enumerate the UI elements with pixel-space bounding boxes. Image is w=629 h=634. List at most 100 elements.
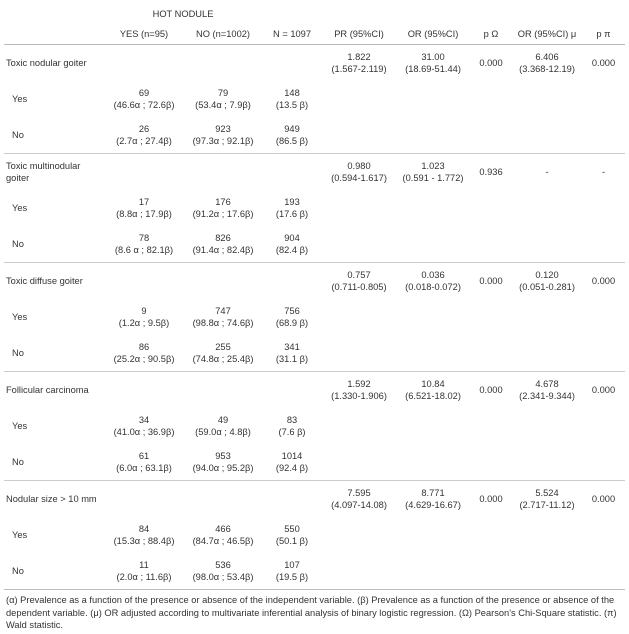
cell-line: 7.595 <box>347 488 371 498</box>
cell-line: (1.2α ; 9.5β) <box>118 318 170 328</box>
cell-line: 79 <box>217 88 229 98</box>
blank <box>582 81 625 117</box>
cell-line: 0.036 <box>421 270 445 280</box>
count-cell: 953 (94.0α ; 95.2β) <box>184 444 262 481</box>
cell-line: 1.592 <box>347 379 371 389</box>
blank <box>184 262 263 299</box>
blank <box>322 408 396 444</box>
sub-row: Yes 34 (41.0α ; 36.9β) 49 (59.0α ; 4.8β) 83 (7… <box>4 408 625 444</box>
cell-line: 6.406 <box>535 52 559 62</box>
cell-line: (82.4 β) <box>275 245 309 255</box>
cell-line: 949 <box>284 124 300 134</box>
sub-row: Yes 69 (46.6α ; 72.6β) 79 (53.4α ; 7.9β) 148 (… <box>4 81 625 117</box>
group-label: Follicular carcinoma <box>4 371 104 408</box>
sub-row: Yes 9 (1.2α ; 9.5β) 747 (98.8α ; 74.6β) 756 (6… <box>4 299 625 335</box>
column-header: p Ω <box>470 24 513 45</box>
p-wald-cell: 0.000 <box>582 262 626 299</box>
cell-line: 923 <box>215 124 231 134</box>
footnote: (α) Prevalence as a function of the pres… <box>6 595 617 630</box>
cell-line: (2.341-9.344) <box>519 391 575 401</box>
blank <box>396 299 470 335</box>
pr-cell: 1.822 (1.567-2.119) <box>322 44 397 81</box>
cell-line: 83 <box>286 415 298 425</box>
column-header: NO (n=1002) <box>184 24 263 45</box>
cell-line: 255 <box>215 342 231 352</box>
blank <box>322 117 396 154</box>
row-label: No <box>12 348 24 358</box>
cell-line: (4.097-14.08) <box>331 500 387 510</box>
blank <box>582 408 625 444</box>
blank <box>104 44 184 81</box>
count-cell: 34 (41.0α ; 36.9β) <box>104 408 184 444</box>
cell-line: 5.524 <box>535 488 559 498</box>
blank <box>470 117 512 154</box>
cell-line: (6.0α ; 63.1β) <box>116 463 172 473</box>
column-header: PR (95%CI) <box>322 24 397 45</box>
blank <box>396 226 470 263</box>
cell-line: 1014 <box>281 451 303 461</box>
blank <box>4 24 104 45</box>
blank <box>582 444 625 481</box>
cell-line: (68.9 β) <box>275 318 309 328</box>
table-body: Toxic nodular goiter 1.822 (1.567-2.119) 31… <box>4 44 626 590</box>
cell-line: 8.771 <box>421 488 445 498</box>
cell-line: (0.591 - 1.772) <box>402 173 464 183</box>
blank <box>512 408 582 444</box>
cell-line: (2.0α ; 11.6β) <box>116 572 172 582</box>
count-cell: 9 (1.2α ; 9.5β) <box>104 299 184 335</box>
cell-line: 536 <box>215 560 231 570</box>
cell-line: (7.6 β) <box>278 427 306 437</box>
row-label: Yes <box>12 421 28 431</box>
blank <box>582 117 625 154</box>
blank <box>322 81 396 117</box>
cell-line: 826 <box>215 233 231 243</box>
cell-line: - <box>545 167 549 177</box>
group-header: HOT NODULE <box>152 9 214 19</box>
count-cell: 61 (6.0α ; 63.1β) <box>104 444 184 481</box>
or-adj-cell: 5.524 (2.717-11.12) <box>512 480 583 517</box>
group-label: Toxic diffuse goiter <box>4 262 104 299</box>
cell-line: (15.3α ; 88.4β) <box>113 536 175 546</box>
count-cell: 341 (31.1 β) <box>262 335 322 372</box>
sub-row: Yes 17 (8.8α ; 17.9β) 176 (91.2α ; 17.6β) 193… <box>4 190 625 226</box>
cell-line: (91.2α ; 17.6β) <box>192 209 254 219</box>
count-cell: 756 (68.9 β) <box>262 299 322 335</box>
cell-line: 953 <box>215 451 231 461</box>
group-row: Nodular size > 10 mm 7.595 (4.097-14.08) 8.… <box>4 480 626 517</box>
blank <box>582 299 625 335</box>
blank <box>396 517 470 553</box>
blank <box>470 81 512 117</box>
cell-line: 0.120 <box>535 270 559 280</box>
blank <box>396 117 470 154</box>
pr-cell: 7.595 (4.097-14.08) <box>322 480 397 517</box>
row-label: Yes <box>12 203 28 213</box>
blank <box>512 81 582 117</box>
count-cell: 536 (98.0α ; 53.4β) <box>184 553 263 590</box>
blank <box>104 371 184 408</box>
row-label: No <box>12 239 24 249</box>
cell-line: (6.521-18.02) <box>405 391 461 401</box>
blank <box>322 299 396 335</box>
row-label: Yes <box>12 312 28 322</box>
p-wald-cell: 0.000 <box>582 371 626 408</box>
blank <box>184 480 263 517</box>
or-adj-cell: 4.678 (2.341-9.344) <box>512 371 583 408</box>
blank <box>184 44 263 81</box>
pr-cell: 1.592 (1.330-1.906) <box>322 371 397 408</box>
cell-line: 31.00 <box>421 52 445 62</box>
cell-line: (98.0α ; 53.4β) <box>192 572 254 582</box>
blank <box>262 44 323 81</box>
count-cell: 176 (91.2α ; 17.6β) <box>184 190 262 226</box>
cell-line: (25.2α ; 90.5β) <box>113 354 175 364</box>
column-header: OR (95%CI) <box>396 24 471 45</box>
blank <box>470 190 512 226</box>
cell-line: 86 <box>138 342 150 352</box>
blank <box>262 480 323 517</box>
cell-line: 17 <box>138 197 150 207</box>
cell-line: (0.051-0.281) <box>519 282 575 292</box>
cell-line: 1.822 <box>347 52 371 62</box>
cell-line: (19.5 β) <box>275 572 309 582</box>
blank <box>582 226 625 263</box>
cell-line: (3.368-12.19) <box>519 64 575 74</box>
cell-line: 49 <box>217 415 229 425</box>
